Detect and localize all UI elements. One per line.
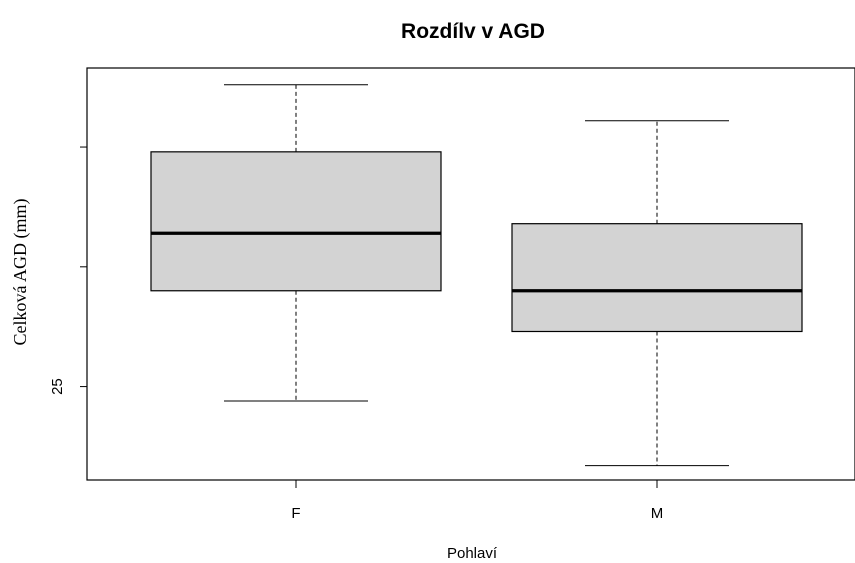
plot-frame [86,67,855,481]
y-tick-label: 25 [49,378,66,395]
iqr-box [511,223,803,333]
y-axis-label: Celková AGD (mm) [10,199,31,346]
x-axis-label: Pohlaví [447,545,498,562]
box-group [150,84,803,467]
x-tick-label: M [651,505,664,522]
x-tick-label: F [291,505,300,522]
iqr-box [150,151,442,292]
box-M [511,120,803,467]
chart-title: Rozdílv v AGD [401,20,545,43]
y-axis: 25 [49,146,87,395]
box-F [150,84,442,402]
